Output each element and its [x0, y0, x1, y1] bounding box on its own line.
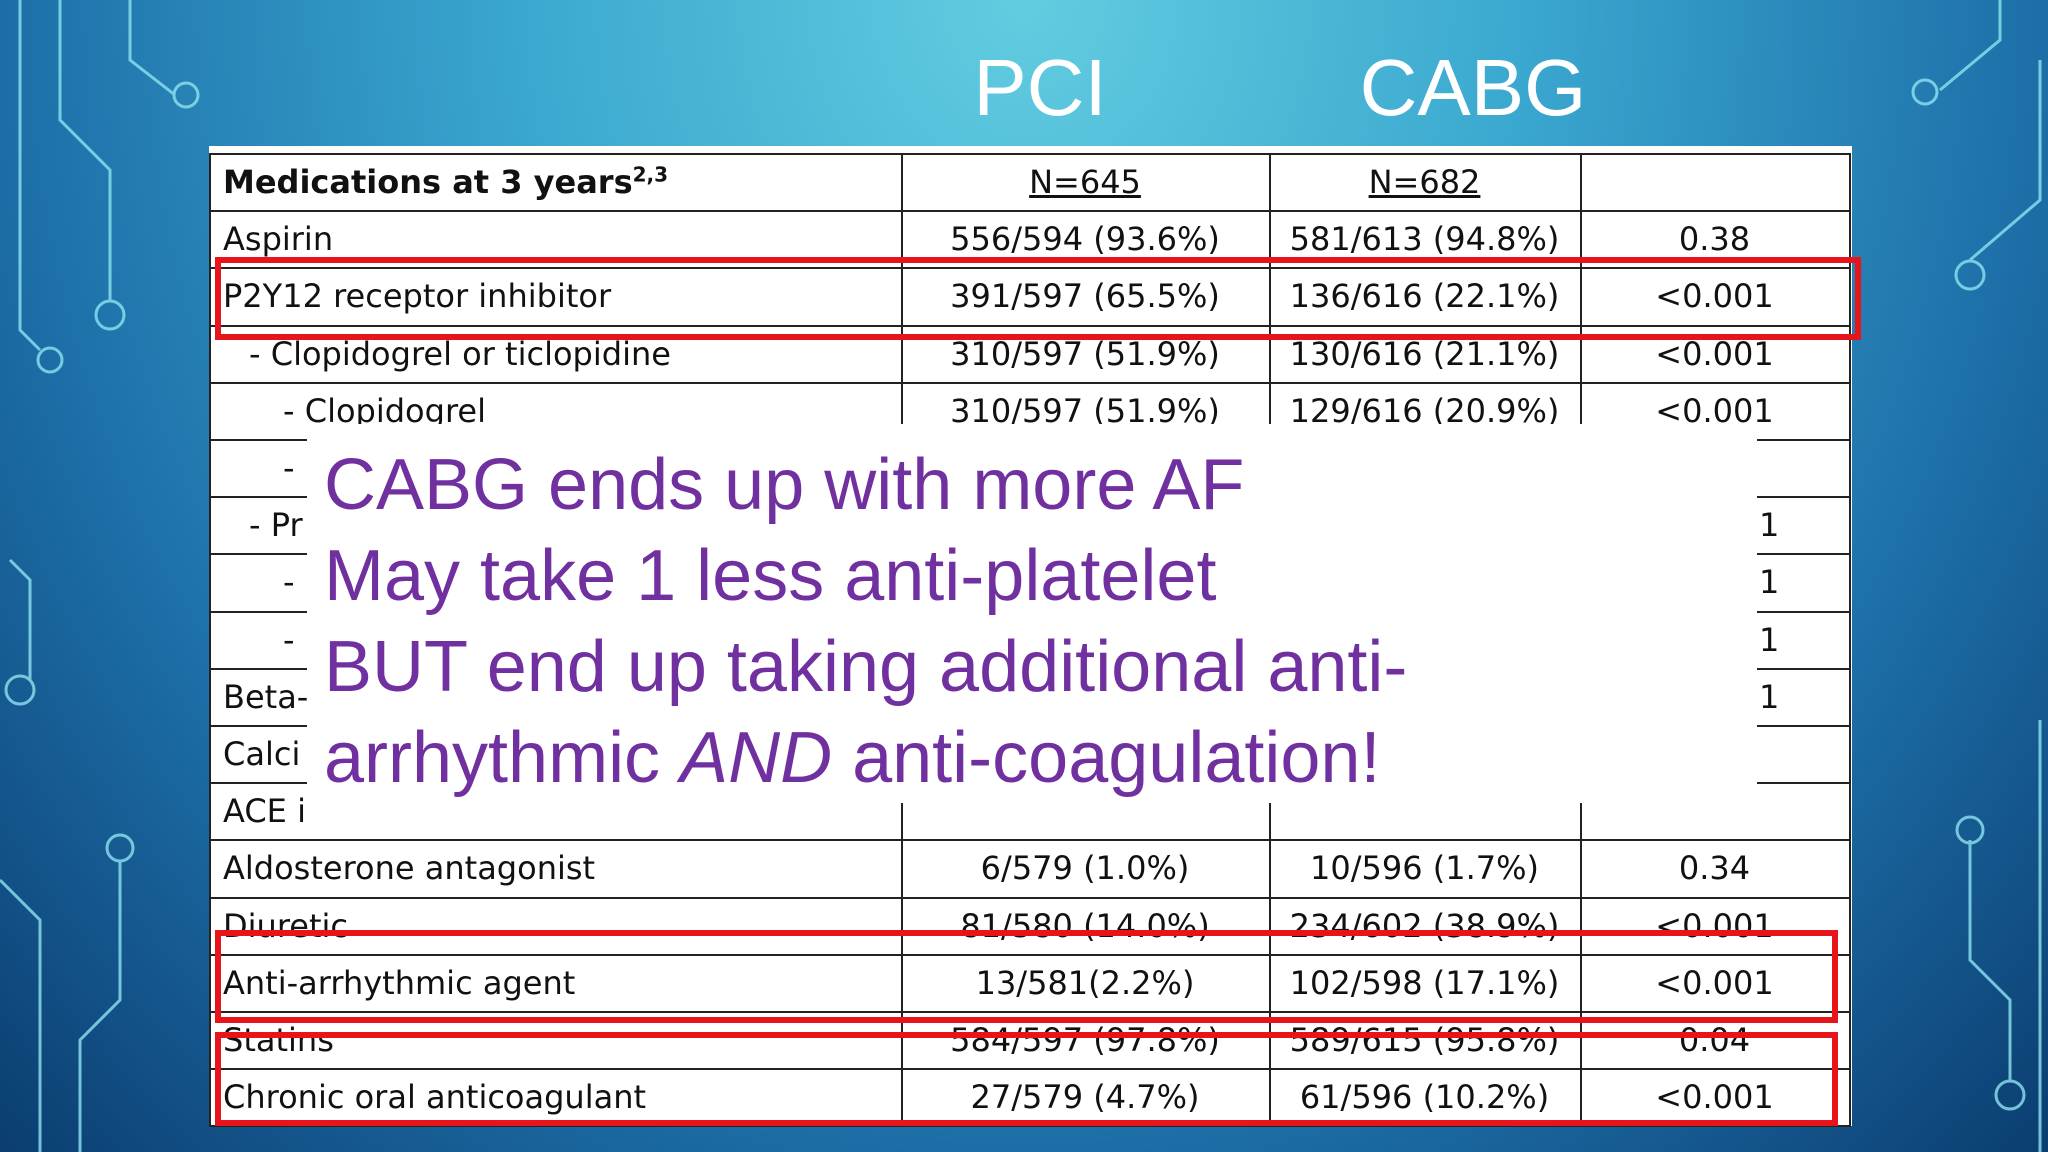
callout-box: CABG ends up with more AF May take 1 less…: [307, 424, 1757, 803]
row-label: Beta-: [223, 677, 309, 716]
cell-fragment: 1: [1759, 677, 1780, 716]
table-cell: 391/597 (65.5%): [950, 277, 1220, 316]
row-line: [209, 1125, 1851, 1128]
table-cell: 6/579 (1.0%): [980, 849, 1190, 888]
n-label: N=682: [1368, 163, 1481, 201]
table-cell: <0.001: [1655, 277, 1774, 316]
callout-text: BUT end up taking additional anti-: [324, 627, 1408, 707]
callout-text: May take 1 less anti-platelet: [324, 536, 1217, 616]
table-cell: 0.34: [1678, 849, 1751, 888]
row-label: Statins: [223, 1021, 334, 1059]
table-cell: 234/602 (38.9%): [1289, 906, 1560, 945]
callout-text: arrhythmic: [324, 718, 681, 798]
row-line: [209, 153, 1851, 155]
column-line: [209, 154, 211, 1127]
table-cell: 310/597 (51.9%): [950, 391, 1220, 430]
row-label: Calci: [223, 735, 301, 773]
row-line: [209, 324, 1851, 327]
column-header: CABG: [1359, 43, 1587, 132]
table-cell: 61/596 (10.2%): [1299, 1078, 1550, 1117]
cell-fragment: 1: [1759, 506, 1780, 545]
row-line: [209, 839, 1851, 842]
n-label: N=645: [1029, 163, 1141, 201]
row-label: -: [283, 563, 295, 602]
table-cell: 102/598 (17.1%): [1289, 963, 1560, 1002]
table-cell: <0.001: [1655, 1078, 1774, 1117]
row-line: [209, 267, 1851, 270]
callout-line: BUT end up taking additional anti-: [324, 626, 1407, 708]
highlight-box: [215, 930, 1838, 1023]
column-header: PCI: [973, 43, 1107, 132]
row-line: [209, 381, 1851, 384]
row-label: - Clopidogrel: [283, 391, 486, 430]
table-cell: 556/594 (93.6%): [950, 220, 1220, 259]
callout-text: anti-coagulation!: [832, 718, 1381, 798]
table-cell: 130/616 (21.1%): [1289, 334, 1560, 373]
row-label: Aspirin: [223, 220, 334, 259]
table-cell: 581/613 (94.8%): [1289, 220, 1560, 259]
table-cell: 81/580 (14.0%): [960, 906, 1210, 945]
row-label: P2Y12 receptor inhibitor: [223, 277, 612, 316]
table-cell: 584/597 (97.8%): [950, 1021, 1220, 1059]
header-cell: Medications at 3 years2,3: [223, 154, 668, 211]
table-cell: 13/581(2.2%): [975, 963, 1195, 1002]
row-label: Diuretic: [223, 906, 348, 945]
table-cell: 589/615 (95.8%): [1289, 1021, 1560, 1059]
callout-line: CABG ends up with more AF: [324, 444, 1244, 526]
column-line: [1849, 154, 1851, 1127]
table-cell: 0.38: [1678, 220, 1751, 259]
table-cell: <0.001: [1655, 906, 1774, 945]
row-label: Aldosterone antagonist: [223, 849, 596, 888]
highlight-box: [215, 257, 1861, 340]
row-label: -: [283, 449, 295, 487]
table-cell: 10/596 (1.7%): [1309, 849, 1540, 888]
row-line: [209, 1011, 1851, 1013]
cell-fragment: 1: [1759, 563, 1780, 602]
row-label: ACE i: [223, 792, 306, 831]
callout-text: CABG ends up with more AF: [324, 445, 1245, 525]
table-cell: 27/579 (4.7%): [970, 1078, 1200, 1117]
highlight-box: [215, 1032, 1838, 1126]
table-cell: 310/597 (51.9%): [950, 334, 1220, 373]
row-line: [209, 1068, 1851, 1071]
table-cell: <0.001: [1655, 963, 1774, 1002]
table-cell: 136/616 (22.1%): [1289, 277, 1560, 316]
row-label: - Clopidogrel or ticlopidine: [249, 334, 671, 373]
table-cell: <0.001: [1655, 334, 1774, 373]
cell-fragment: 1: [1759, 620, 1780, 659]
header-superscript: 2,3: [632, 162, 669, 187]
callout-line: arrhythmic AND anti-coagulation!: [324, 717, 1380, 799]
callout-text: AND: [680, 718, 833, 798]
table-cell: 129/616 (20.9%): [1289, 391, 1560, 430]
header-label: Medications at 3 years: [223, 163, 633, 201]
table-cell: 0.04: [1678, 1021, 1751, 1059]
row-line: [209, 896, 1851, 899]
table-cell: <0.001: [1655, 391, 1774, 430]
row-label: Anti-arrhythmic agent: [223, 963, 576, 1002]
row-line: [209, 953, 1851, 956]
row-label: -: [283, 620, 295, 659]
row-label: - Pr: [249, 506, 303, 545]
row-label: Chronic oral anticoagulant: [223, 1078, 647, 1117]
callout-line: May take 1 less anti-platelet: [324, 535, 1216, 617]
row-line: [209, 210, 1851, 213]
